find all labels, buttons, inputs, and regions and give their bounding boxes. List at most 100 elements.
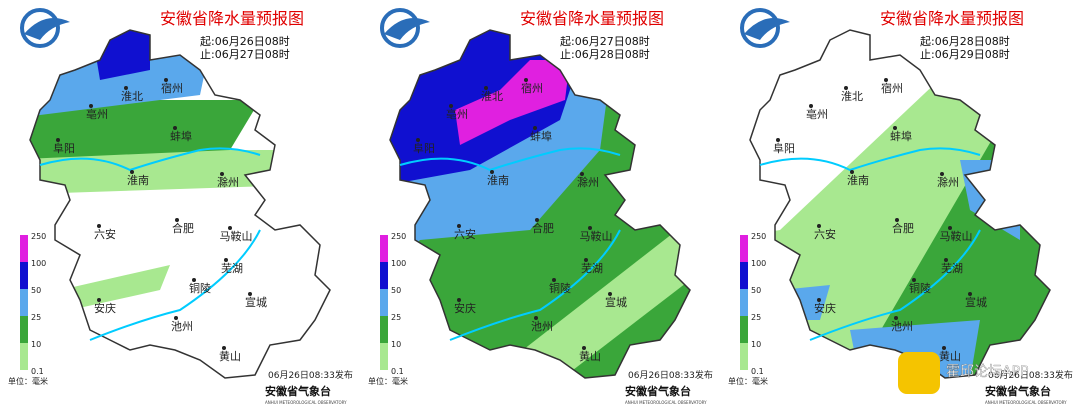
river [759,147,981,172]
city-label: 池州 [171,320,193,333]
city-dot [884,78,888,82]
river [449,229,621,341]
publish-time: 06月26日08:33发布 [628,369,713,381]
city-dot [948,226,952,230]
city-dot [457,224,461,228]
logo [24,18,70,40]
city-label: 池州 [531,320,553,333]
city-label: 宣城 [245,295,267,309]
agency-name: 安徽省气象台 [985,384,1051,398]
legend-swatch [20,343,28,370]
legend-swatch [380,289,388,316]
city-label: 合肥 [892,221,914,235]
legend-swatch [380,343,388,370]
unit-label: 单位：毫米 [368,376,408,386]
city-dot [893,126,897,130]
city-label: 亳州 [806,107,828,121]
city-label: 宣城 [605,295,627,309]
city-label: 六安 [94,227,116,241]
agency-name: 安徽省气象台 [625,384,691,398]
city-label: 淮南 [847,174,869,187]
city-label: 阜阳 [773,142,795,155]
city-dot [97,298,101,302]
city-dot [817,298,821,302]
legend-label: 0.1 [31,367,44,376]
city-label: 芜湖 [941,261,963,275]
city-dot [535,218,539,222]
city-dot [533,126,537,130]
city-label: 六安 [814,227,836,241]
city-dot [174,316,178,320]
city-label: 淮南 [487,174,509,187]
city-label: 马鞍山 [580,229,613,243]
legend-swatch [740,262,748,289]
city-dot [97,224,101,228]
watermark: 霍邱论坛APP [946,364,1028,380]
city-label: 蚌埠 [530,129,552,143]
legend-label: 0.1 [751,367,764,376]
legend-label: 50 [751,286,761,295]
city-dot [192,278,196,282]
city-dot [224,258,228,262]
city-dot [608,292,612,296]
logo [744,18,790,40]
city-dot [457,298,461,302]
city-dot [130,170,134,174]
city-label: 芜湖 [221,261,243,275]
city-dot [490,170,494,174]
legend-label: 10 [751,340,761,349]
river [399,147,621,172]
city-label: 滁州 [937,175,959,189]
city-dot [942,346,946,350]
city-label: 合肥 [172,221,194,235]
legend-swatch [380,235,388,262]
city-label: 亳州 [446,107,468,121]
city-label: 铜陵 [189,281,211,295]
city-label: 亳州 [86,107,108,121]
unit-label: 单位：毫米 [8,376,48,386]
agency-en: ANHUI METEOROLOGICAL OBSERVATORY [985,400,1067,405]
city-dot [248,292,252,296]
legend-swatch [20,262,28,289]
legend-swatch [740,316,748,343]
legend-swatch [740,289,748,316]
city-label: 安庆 [94,301,116,315]
rain-area [510,220,690,378]
legend-label: 100 [31,259,46,268]
city-dot [124,86,128,90]
city-dot [534,316,538,320]
city-dot [220,172,224,176]
city-label: 淮北 [841,90,863,103]
city-dot [588,226,592,230]
city-dot [809,104,813,108]
city-dot [580,172,584,176]
city-dot [228,226,232,230]
city-dot [449,104,453,108]
city-dot [584,258,588,262]
city-dot [164,78,168,82]
legend-swatch [380,316,388,343]
legend-label: 250 [31,232,46,241]
legend-label: 50 [391,286,401,295]
publish-time: 06月26日08:33发布 [268,369,353,381]
city-dot [175,218,179,222]
agency-name: 安徽省气象台 [265,384,331,398]
end-time: 止:06月29日08时 [920,48,1010,61]
city-label: 淮北 [481,90,503,103]
map-title: 安徽省降水量预报图 [160,9,304,28]
city-label: 黄山 [579,349,601,363]
rain-area [60,265,170,310]
city-dot [850,170,854,174]
city-label: 马鞍山 [940,229,973,243]
city-dot [844,86,848,90]
city-dot [416,138,420,142]
agency-en: ANHUI METEOROLOGICAL OBSERVATORY [625,400,707,405]
city-label: 马鞍山 [220,229,253,243]
province-map [30,30,330,378]
city-dot [56,138,60,142]
end-time: 止:06月28日08时 [560,48,650,61]
